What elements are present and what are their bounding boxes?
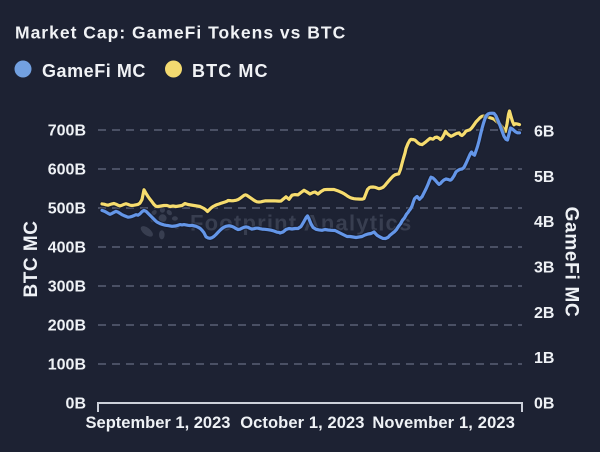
svg-text:3B: 3B bbox=[534, 260, 554, 277]
svg-text:600B: 600B bbox=[48, 162, 86, 179]
svg-text:2B: 2B bbox=[534, 305, 554, 322]
svg-text:BTC MC: BTC MC bbox=[21, 221, 42, 298]
svg-text:400B: 400B bbox=[48, 240, 86, 257]
svg-text:September 1, 2023: September 1, 2023 bbox=[86, 414, 231, 432]
svg-text:4B: 4B bbox=[534, 214, 554, 231]
svg-text:1B: 1B bbox=[534, 350, 554, 367]
svg-text:November 1, 2023: November 1, 2023 bbox=[372, 414, 515, 432]
svg-text:GameFi MC: GameFi MC bbox=[42, 61, 146, 81]
svg-text:100B: 100B bbox=[48, 357, 86, 374]
svg-text:GameFi MC: GameFi MC bbox=[561, 207, 582, 318]
svg-text:700B: 700B bbox=[48, 123, 86, 140]
svg-text:0B: 0B bbox=[66, 396, 86, 413]
svg-text:5B: 5B bbox=[534, 169, 554, 186]
svg-text:Market Cap: GameFi Tokens vs B: Market Cap: GameFi Tokens vs BTC bbox=[15, 23, 346, 43]
svg-text:200B: 200B bbox=[48, 318, 86, 335]
svg-text:0B: 0B bbox=[534, 396, 554, 413]
svg-text:BTC MC: BTC MC bbox=[192, 61, 269, 81]
svg-text:6B: 6B bbox=[534, 124, 554, 141]
svg-text:October 1, 2023: October 1, 2023 bbox=[240, 414, 364, 432]
svg-text:300B: 300B bbox=[48, 279, 86, 296]
svg-text:500B: 500B bbox=[48, 201, 86, 218]
